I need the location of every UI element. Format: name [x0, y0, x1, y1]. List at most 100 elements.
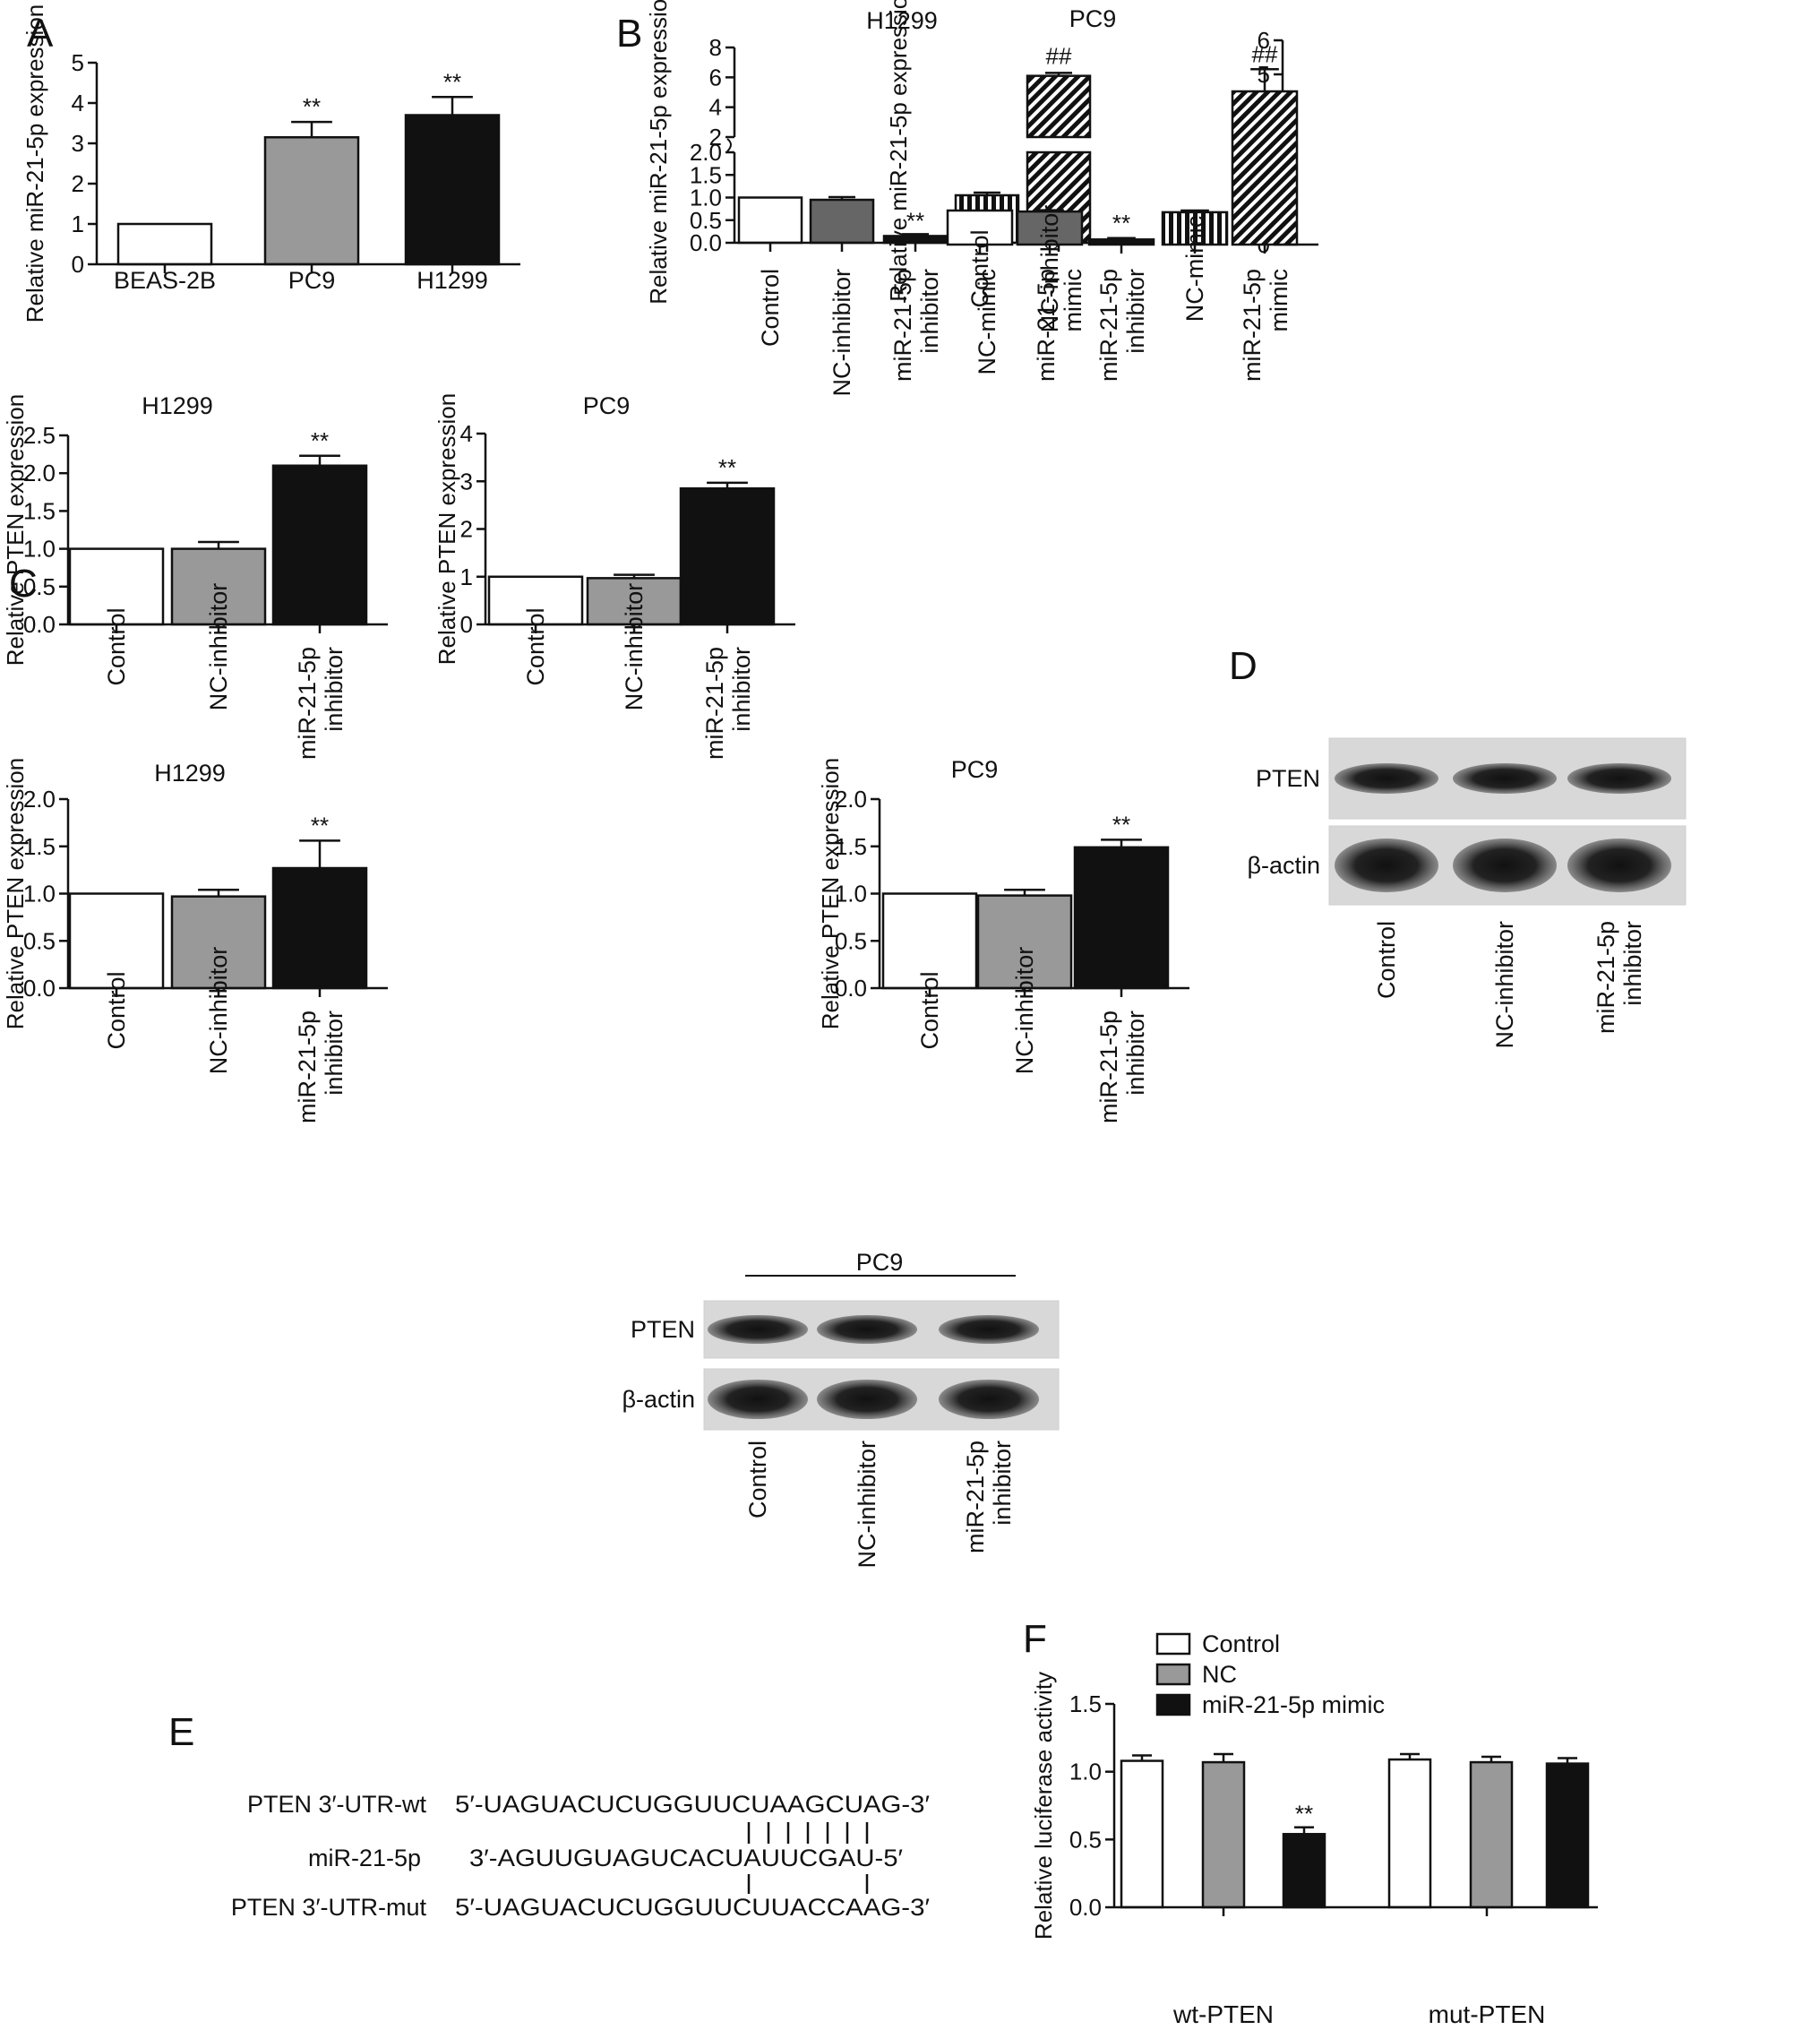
panel-letter-e: E — [168, 1710, 194, 1754]
legend-swatch — [1155, 1632, 1191, 1656]
y-tick-label: 4 — [460, 420, 473, 447]
x-tick-label: Control — [916, 971, 943, 1049]
x-tick-label: NC-inhibitor — [1036, 205, 1063, 333]
sequence-alignment: PTEN 3′-UTR-wt miR-21-5p PTEN 3′-UTR-mut… — [231, 1791, 930, 1921]
y-tick-label: 1.0 — [23, 536, 56, 563]
x-tick-label: miR-21-5pinhibitor — [1095, 1011, 1149, 1123]
bar — [1120, 1759, 1164, 1909]
bar — [271, 464, 368, 626]
chart-title: PC9 — [951, 756, 999, 783]
significance-label: ** — [1295, 1801, 1313, 1828]
bar — [1073, 846, 1170, 990]
y-tick-label: 0.0 — [835, 975, 867, 1002]
x-tick-label: NC-inhibitor — [1011, 947, 1038, 1075]
x-tick-label: miR-21-5pmimic — [1239, 269, 1292, 382]
x-tick-label: Control — [522, 607, 549, 685]
blot-lane-label: NC-inhibitor — [854, 1441, 880, 1569]
y-tick-label: 1.0 — [1069, 1759, 1102, 1785]
bar — [263, 136, 360, 266]
bar — [404, 114, 501, 266]
chart-title: PC9 — [583, 392, 631, 419]
significance-label: ** — [303, 93, 321, 120]
bar — [1387, 1758, 1432, 1909]
significance-label: ** — [311, 812, 329, 839]
significance-label: ** — [718, 454, 736, 481]
y-tick-label: 0.0 — [690, 229, 722, 256]
legend-swatch — [1155, 1663, 1191, 1686]
y-axis-label: Relative miR-21-5p expression — [885, 0, 912, 302]
y-tick-label: 2.0 — [23, 786, 56, 813]
y-tick-label: 8 — [709, 34, 722, 61]
blot-row-label: PTEN — [1256, 765, 1320, 792]
bar — [976, 894, 1073, 990]
x-tick-label: miR-21-5pmimic — [1033, 269, 1086, 382]
bar — [679, 486, 776, 626]
x-tick-label: miR-21-5pinhibitor — [1095, 269, 1149, 382]
legend-label: Control — [1202, 1630, 1280, 1657]
blot-band — [817, 1380, 917, 1419]
bar-upper-segment — [1026, 74, 1092, 139]
y-axis-label: Relative PTEN expression — [817, 758, 844, 1029]
legend-label: NC — [1202, 1661, 1237, 1688]
x-tick-label: NC-mimic — [974, 269, 1000, 374]
y-axis-label: Relative luciferase activity — [1030, 1672, 1057, 1940]
y-tick-label: 6 — [709, 64, 722, 90]
y-tick-label: 0.0 — [23, 975, 56, 1002]
western-blot-h1299: H1299PTENβ-actinControlNC-inhibitormiR-2… — [1247, 737, 1687, 1049]
seq-label-mut: PTEN 3′-UTR-mut — [231, 1894, 427, 1921]
significance-label: ** — [311, 427, 329, 454]
y-tick-label: 0 — [460, 611, 473, 638]
blot-band — [1453, 763, 1557, 794]
blot-band — [939, 1315, 1039, 1344]
seq-label-mir: miR-21-5p — [308, 1845, 421, 1871]
y-tick-label: 1 — [72, 211, 84, 237]
seq-mut: 5′-UAGUACUCUGGUUCUUACCAAG-3′ — [455, 1894, 930, 1921]
bar — [68, 892, 165, 990]
panel-letter-d: D — [1229, 644, 1258, 688]
panel-letter-c: C — [9, 562, 38, 606]
western-blot-pc9: PC9 PTEN β-actin Control NC-inhibitor miR-21-… — [622, 1249, 1060, 1569]
y-tick-label: 1.5 — [23, 497, 56, 524]
y-tick-label: 0.5 — [690, 207, 722, 234]
chart-title: H1299 — [154, 760, 226, 787]
y-tick-label: 1.5 — [23, 833, 56, 860]
blot-band — [708, 1315, 808, 1344]
x-tick-label: miR-21-5pinhibitor — [889, 269, 943, 382]
x-tick-label: wt-PTEN — [1172, 2000, 1274, 2028]
y-tick-label: 1.5 — [1069, 1690, 1102, 1717]
y-tick-label: 0.5 — [23, 573, 56, 600]
bar — [737, 196, 803, 245]
significance-label: ** — [906, 207, 924, 234]
axis-break-mark — [726, 138, 732, 152]
y-tick-label: 4 — [709, 94, 722, 121]
legend-label: miR-21-5p mimic — [1202, 1691, 1385, 1718]
y-tick-label: 0 — [72, 251, 84, 278]
blot-band — [1453, 839, 1557, 892]
significance-label: ** — [443, 68, 461, 95]
significance-label: ** — [1112, 811, 1130, 838]
y-tick-label: 3 — [460, 468, 473, 495]
y-tick-label: 0.0 — [1069, 1894, 1102, 1921]
y-axis-label: Relative PTEN expression — [2, 394, 29, 666]
blot-row-label: β-actin — [1247, 852, 1320, 879]
seq-mir: 3′-AGUUGUAGUCACUAUUCGAU-5′ — [469, 1845, 903, 1871]
y-axis-label: Relative PTEN expression — [2, 758, 29, 1029]
blot-title: PC9 — [856, 1249, 904, 1276]
bar — [1201, 1760, 1246, 1909]
y-tick-label: 2.0 — [23, 460, 56, 486]
chart-title: H1299 — [866, 7, 938, 34]
blot-band — [817, 1315, 917, 1344]
x-tick-label: NC-inhibitor — [621, 583, 648, 711]
bar — [946, 209, 1014, 246]
y-tick-label: 3 — [72, 130, 84, 157]
y-tick-label: 0.5 — [1069, 1826, 1102, 1853]
y-tick-label: 2 — [709, 124, 722, 151]
x-tick-label: Control — [966, 229, 993, 307]
x-tick-label: Control — [103, 607, 130, 685]
y-tick-label: 6 — [1258, 27, 1270, 54]
bar — [1087, 238, 1155, 246]
x-tick-label: miR-21-5pinhibitor — [294, 1011, 348, 1123]
